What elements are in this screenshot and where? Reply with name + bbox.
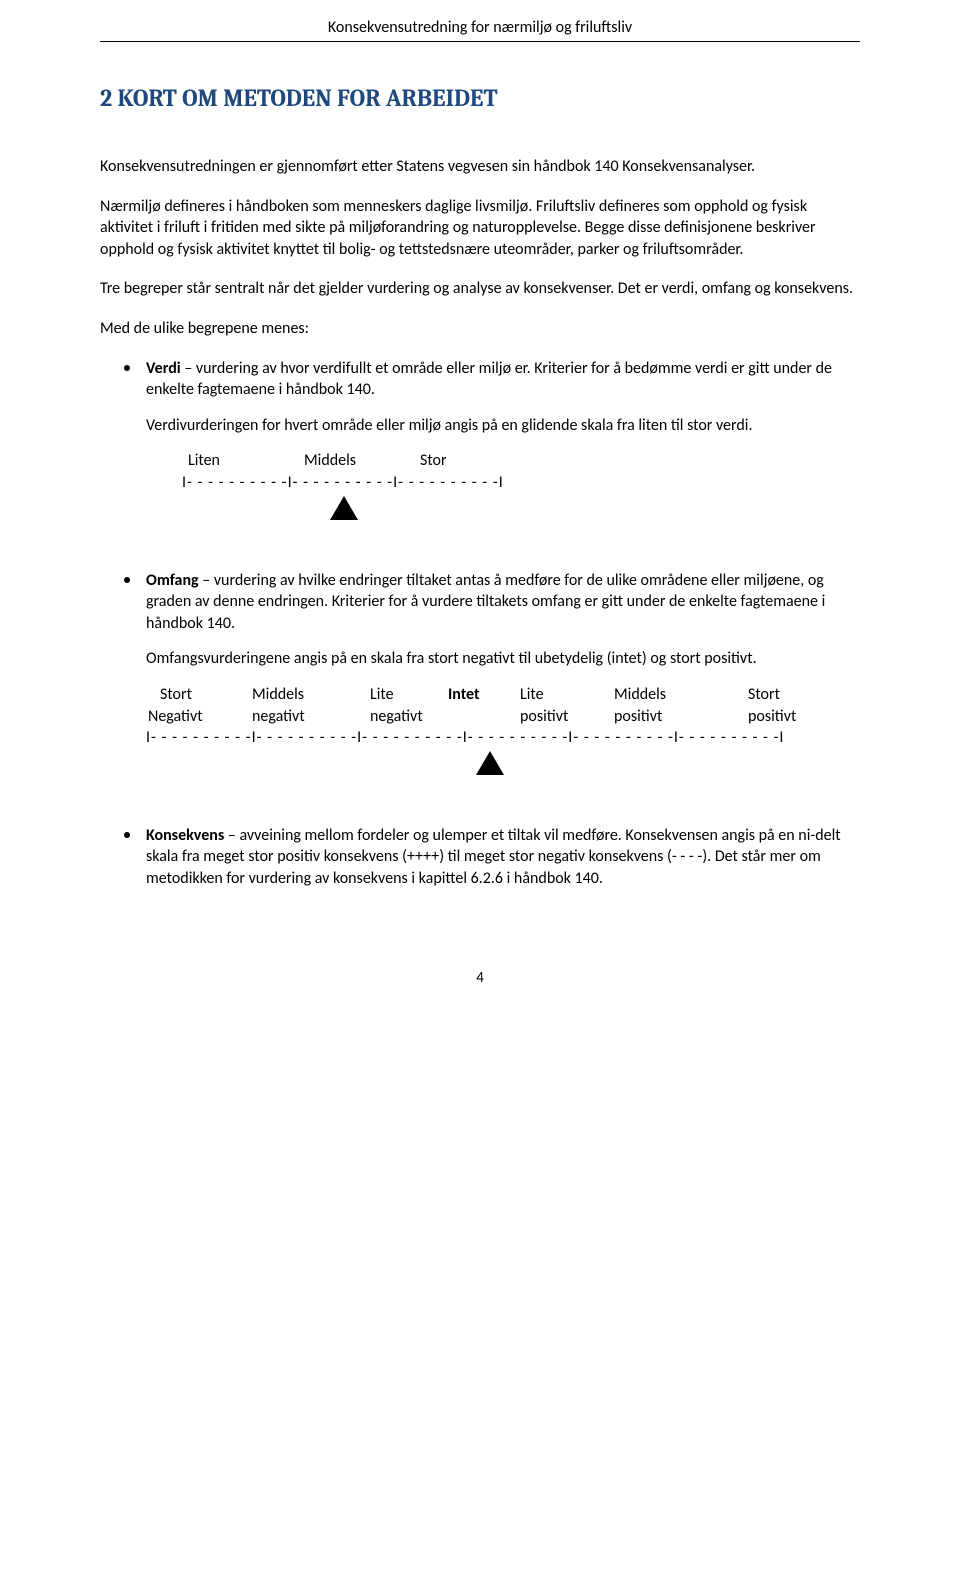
omfang-scale-row1: Stort Middels Lite Intet Lite Middels St…: [146, 684, 860, 706]
bullet-omfang: Omfang – vurdering av hvilke endringer t…: [100, 570, 860, 775]
omfang-marker-wrap: [476, 751, 860, 775]
omfang-r2-6: positivt: [748, 706, 859, 728]
omfang-r2-2: negativt: [370, 706, 448, 728]
verdi-label-0: Liten: [188, 450, 304, 472]
verdi-label-1: Middels: [304, 450, 420, 472]
omfang-r1-2: Lite: [370, 684, 448, 706]
verdi-marker-wrap: [330, 496, 860, 520]
verdi-scale-line: I- - - - - - - - - -I- - - - - - - - - -…: [182, 472, 860, 494]
verdi-sub: Verdivurderingen for hvert område eller …: [146, 415, 860, 437]
omfang-desc: – vurdering av hvilke endringer tiltaket…: [146, 571, 825, 633]
header-title: Konsekvensutredning for nærmiljø og fril…: [328, 18, 632, 37]
verdi-desc: – vurdering av hvor verdifullt et område…: [146, 359, 832, 400]
omfang-r2-1: negativt: [252, 706, 370, 728]
verdi-scale-labels: Liten Middels Stor: [182, 450, 860, 472]
paragraph-4: Med de ulike begrepene menes:: [100, 318, 860, 340]
omfang-r2-3: [448, 706, 520, 728]
omfang-r1-1: Middels: [252, 684, 370, 706]
omfang-r1-5: Middels: [614, 684, 748, 706]
omfang-scale-row2: Negativt negativt negativt positivt posi…: [146, 706, 860, 728]
konsekvens-term: Konsekvens: [146, 826, 224, 845]
bullet-verdi: Verdi – vurdering av hvor verdifullt et …: [100, 358, 860, 520]
omfang-r2-5: positivt: [614, 706, 748, 728]
verdi-scale: Liten Middels Stor I- - - - - - - - - -I…: [146, 450, 860, 519]
paragraph-1: Konsekvensutredningen er gjennomført ett…: [100, 156, 860, 178]
omfang-r2-0: Negativt: [146, 706, 252, 728]
omfang-scale: Stort Middels Lite Intet Lite Middels St…: [146, 684, 860, 775]
omfang-r1-4: Lite: [520, 684, 614, 706]
page-number: 4: [100, 969, 860, 987]
triangle-icon: [330, 496, 358, 520]
omfang-scale-line: I- - - - - - - - - -I- - - - - - - - - -…: [146, 727, 860, 749]
verdi-term: Verdi: [146, 359, 181, 378]
definition-list: Verdi – vurdering av hvor verdifullt et …: [100, 358, 860, 890]
omfang-r1-0: Stort: [146, 684, 252, 706]
bullet-konsekvens: Konsekvens – avveining mellom fordeler o…: [100, 825, 860, 890]
omfang-term: Omfang: [146, 571, 199, 590]
omfang-sub: Omfangsvurderingene angis på en skala fr…: [146, 648, 860, 670]
running-header: Konsekvensutredning for nærmiljø og fril…: [100, 0, 860, 42]
section-heading: 2 KORT OM METODEN FOR ARBEIDET: [100, 84, 860, 112]
verdi-label-2: Stor: [420, 450, 536, 472]
konsekvens-desc: – avveining mellom fordeler og ulemper e…: [146, 826, 841, 888]
omfang-r1-3: Intet: [448, 684, 520, 706]
omfang-r2-4: positivt: [520, 706, 614, 728]
omfang-r1-6: Stort: [748, 684, 859, 706]
triangle-icon: [476, 751, 504, 775]
paragraph-2: Nærmiljø defineres i håndboken som menne…: [100, 196, 860, 261]
paragraph-3: Tre begreper står sentralt når det gjeld…: [100, 278, 860, 300]
